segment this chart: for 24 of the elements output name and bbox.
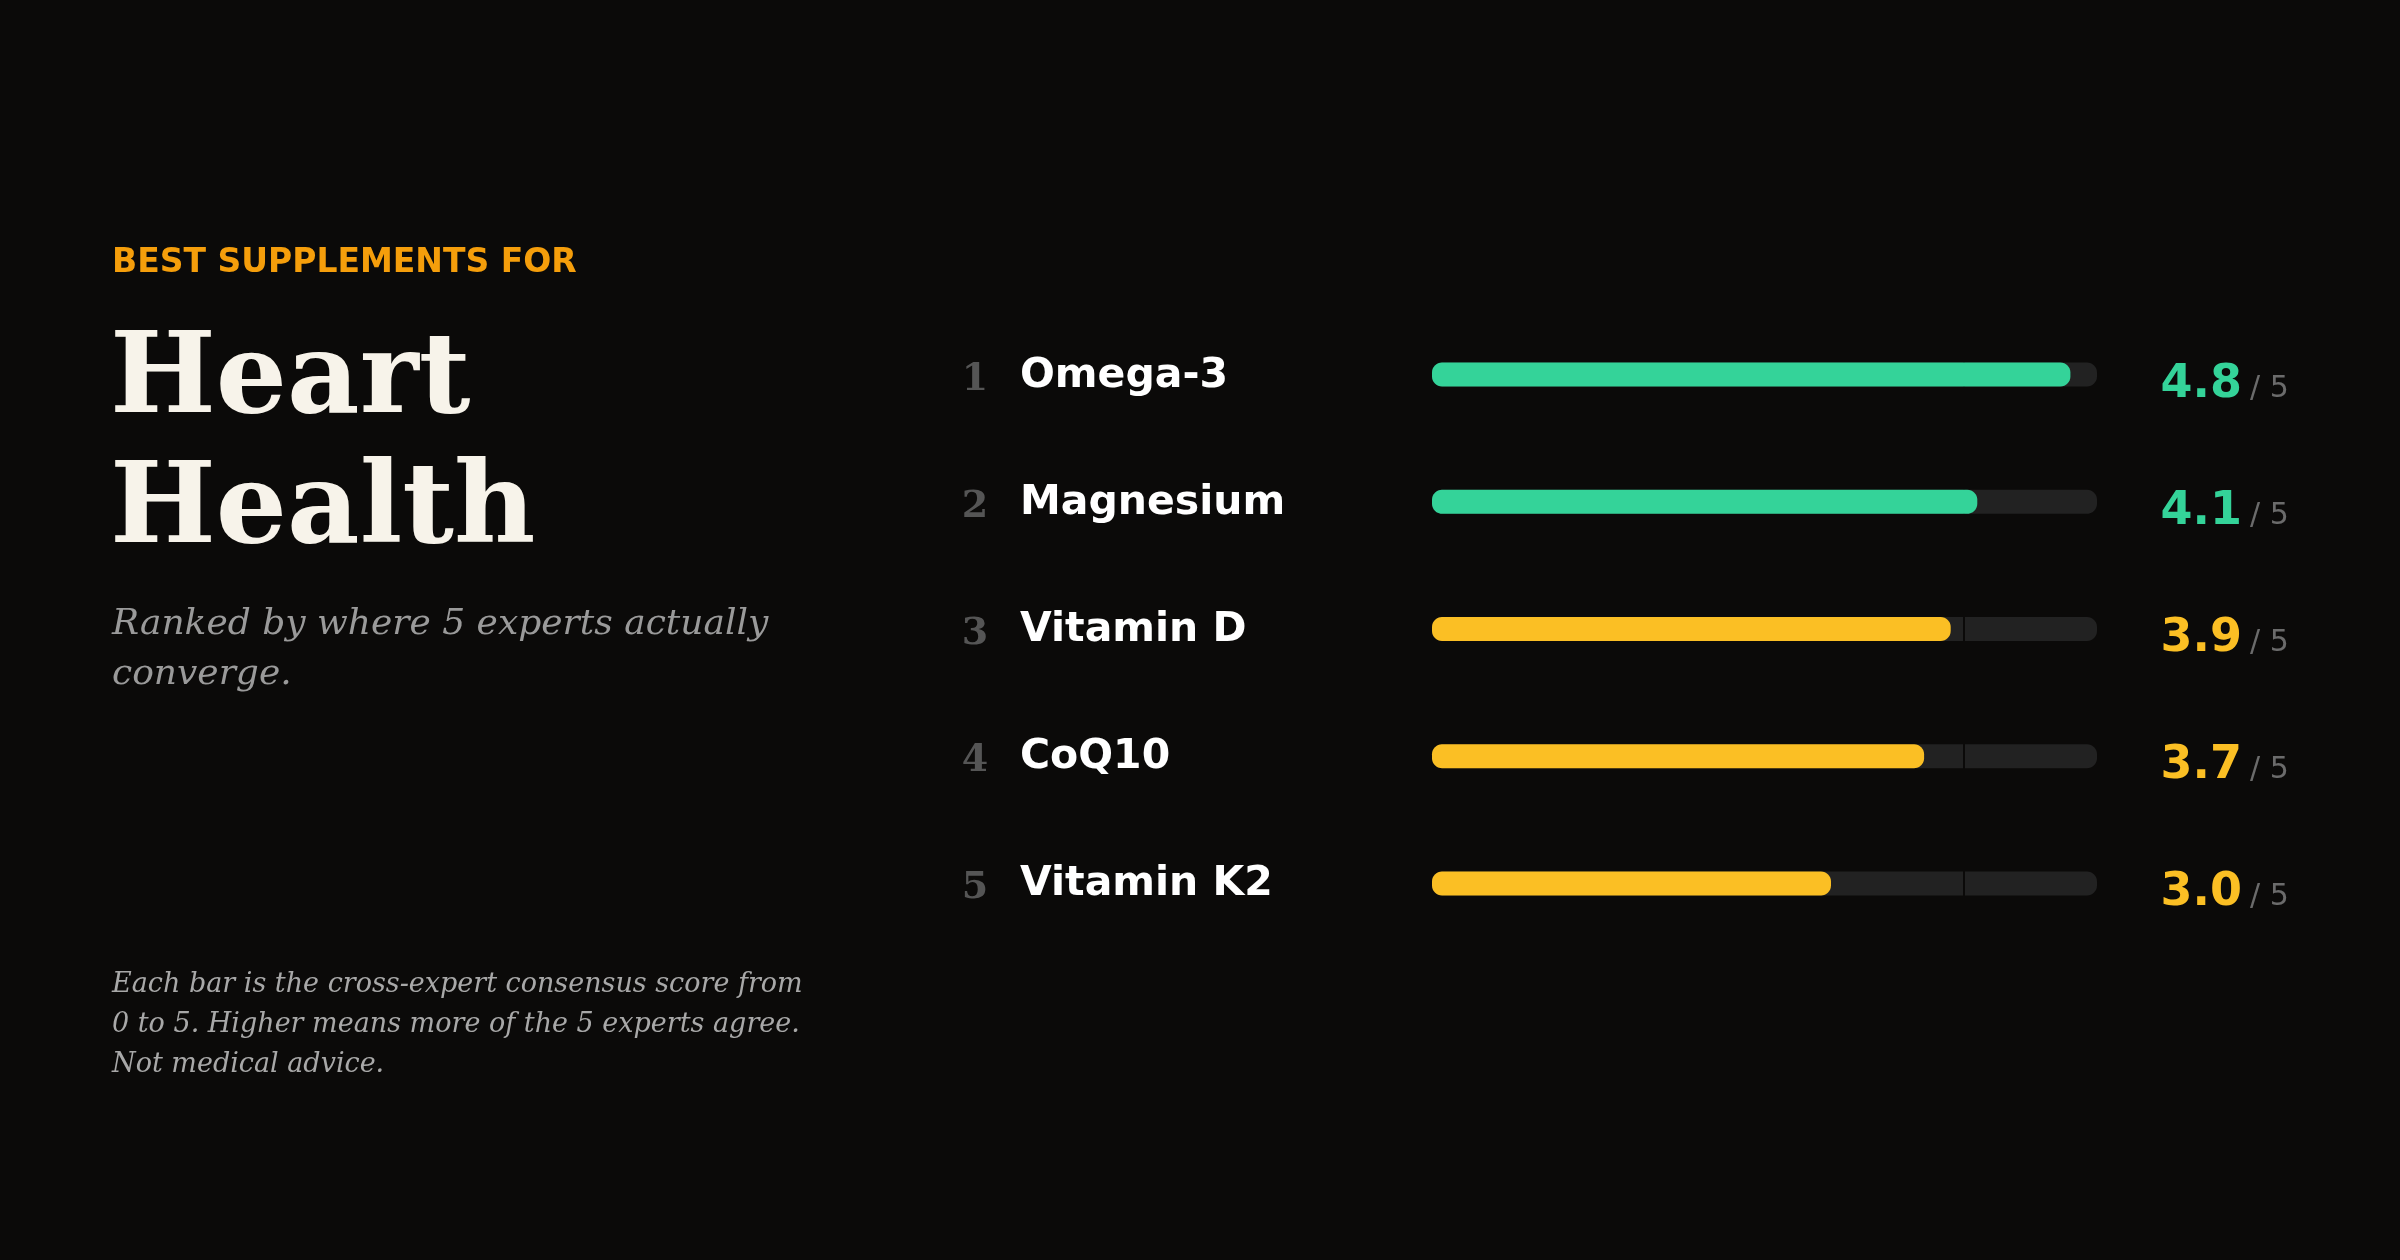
text: / 5: [2250, 623, 2289, 658]
text: Ranked by where 5 experts actually converge.: [111, 601, 769, 692]
text: 4: [961, 735, 989, 781]
data-label: 4.8: [2160, 353, 2242, 408]
y-tick-label: Vitamin D: [1020, 603, 1247, 651]
y-tick-label: CoQ10: [1020, 730, 1171, 779]
text: Each bar is the cross-expert consensus score from 0 to 5. Higher means more of the 5 experts agree. Not medical advice.: [111, 967, 803, 1078]
y-tick-label: Magnesium: [1020, 475, 1286, 524]
text: 3: [961, 608, 989, 653]
data-label: 3.9: [2160, 608, 2242, 662]
data-label: 3.0: [2160, 862, 2242, 917]
text: / 5: [2250, 495, 2289, 531]
y-tick-label: Omega-3: [1020, 348, 1228, 397]
text: 2: [961, 480, 989, 526]
text: / 5: [2250, 877, 2289, 913]
text: BEST SUPPLEMENTS FOR: [112, 241, 577, 280]
y-tick-label: Vitamin K2: [1020, 857, 1273, 906]
text: Heart Health: [110, 307, 536, 568]
text: / 5: [2250, 368, 2289, 404]
text: / 5: [2250, 750, 2289, 786]
text: 5: [961, 862, 989, 908]
data-label: 4.1: [2160, 480, 2242, 535]
text: 1: [961, 353, 989, 399]
data-label: 3.7: [2160, 735, 2242, 790]
